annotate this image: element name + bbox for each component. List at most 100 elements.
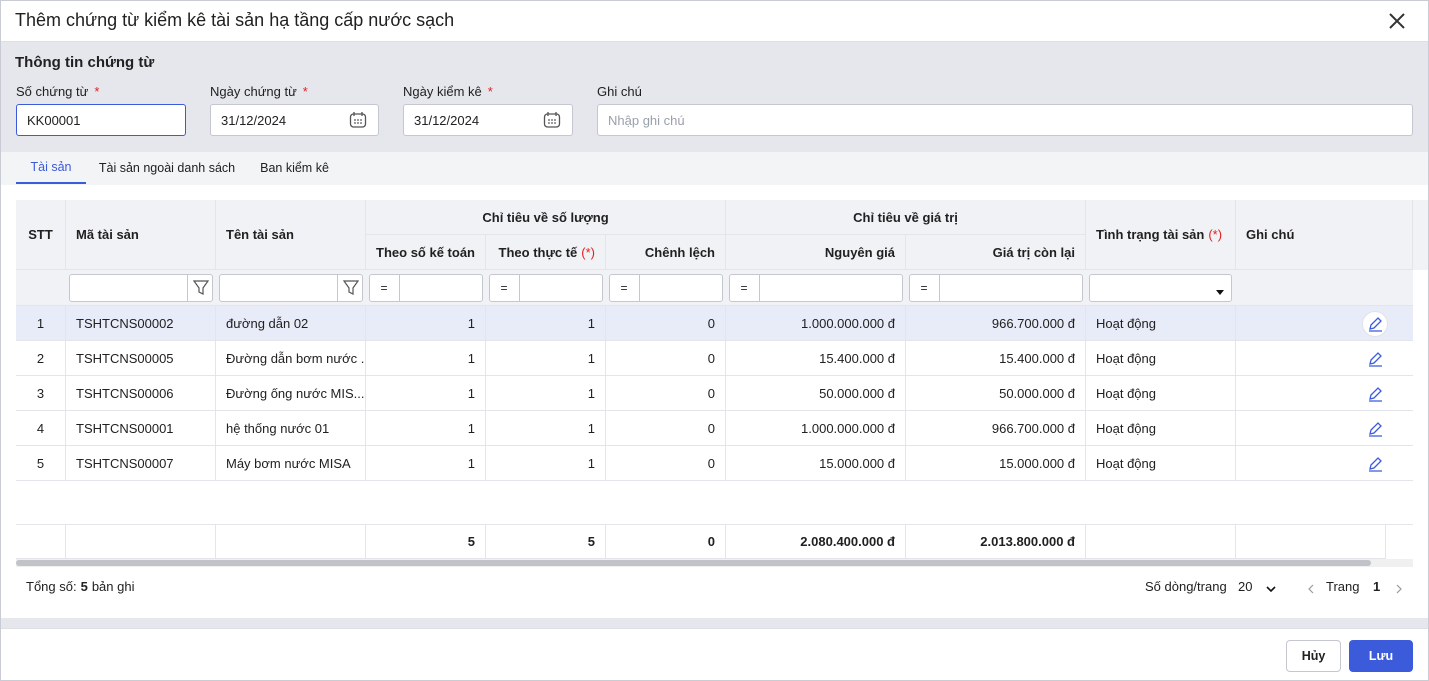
totals-cell [66, 524, 216, 559]
filter-divider [187, 274, 188, 302]
header-text: Theo số kế toán [376, 244, 475, 260]
dialog-title: Thêm chứng từ kiểm kê tài sản hạ tầng cấ… [15, 10, 455, 30]
table-cell: 15.000.000 đ [726, 446, 906, 481]
status-filter[interactable] [1089, 274, 1232, 302]
table-row [16, 411, 1413, 446]
required-marker: * [94, 84, 100, 99]
field-input[interactable]: KK00001 [16, 104, 186, 136]
header-text: Chênh lệch [644, 244, 715, 260]
tab[interactable]: Ban kiểm kê [260, 161, 329, 175]
field-label-text: Số chứng từ [16, 84, 89, 99]
totals-cell [16, 524, 66, 559]
page-number: 1 [1373, 579, 1381, 594]
required-marker: * [487, 84, 493, 99]
filter-divider [337, 274, 338, 302]
filter-input[interactable] [69, 274, 213, 302]
field-value: 31/12/2024 [414, 113, 480, 128]
scrollbar-thumb[interactable] [16, 560, 1371, 566]
field-value: KK00001 [27, 113, 81, 128]
filter-operator[interactable]: = [729, 274, 760, 302]
edit-button[interactable] [1367, 385, 1384, 402]
page-size-chevron-svg [1266, 586, 1276, 593]
required-marker: (*) [1208, 227, 1223, 242]
table-cell: hệ thống nước 01 [216, 411, 366, 446]
table-cell: 1.000.000.000 đ [726, 411, 906, 446]
table-cell: 0 [606, 411, 726, 446]
table-cell: 3 [16, 376, 66, 411]
save-button[interactable]: Lưu [1349, 640, 1413, 672]
table-cell: Hoạt động [1086, 411, 1236, 446]
filter-input[interactable] [369, 274, 483, 302]
next-page[interactable] [1396, 582, 1402, 594]
edit-button[interactable] [1367, 315, 1384, 332]
header-cell: STT [16, 200, 66, 270]
table-cell: TSHTCNS00007 [66, 446, 216, 481]
edit-button[interactable] [1367, 420, 1384, 437]
table-cell: Hoạt động [1086, 446, 1236, 481]
tab[interactable]: Tài sản ngoài danh sách [98, 161, 236, 175]
header-text: Tình trạng tài sản [1096, 227, 1205, 242]
header-cell: Chỉ tiêu về giá trị [726, 200, 1086, 235]
filter-input[interactable] [909, 274, 1083, 302]
filter-input[interactable] [219, 274, 363, 302]
tab[interactable]: Tài sản [16, 152, 86, 184]
prev-page[interactable] [1308, 582, 1314, 594]
dropdown-icon [1216, 284, 1224, 295]
filter-icon[interactable] [342, 280, 360, 296]
edit-button-svg [1369, 387, 1382, 402]
table-cell: Hoạt động [1086, 341, 1236, 376]
edit-button-svg [1369, 457, 1382, 472]
filter-operator[interactable]: = [609, 274, 640, 302]
table-cell: 5 [16, 446, 66, 481]
table-row [16, 376, 1413, 411]
calendar-icon[interactable] [349, 111, 367, 129]
header-text: Theo thực tế [498, 244, 578, 260]
header-text: Ghi chú [1246, 227, 1295, 242]
header-text: Mã tài sản [76, 227, 139, 242]
edit-button-svg [1369, 317, 1382, 332]
header-cell: Chỉ tiêu về số lượng [366, 200, 726, 235]
header-cell: Nguyên giá [726, 235, 906, 270]
field-label: Ngày chứng từ * [210, 84, 308, 99]
totals-row [16, 524, 1413, 559]
close-button[interactable] [1387, 11, 1407, 31]
edit-button-svg [1369, 352, 1382, 367]
page-size-chevron[interactable] [1266, 581, 1276, 593]
calendar-icon-svg [543, 112, 561, 128]
header-cell: Theo số kế toán [366, 235, 486, 270]
edit-button[interactable] [1367, 350, 1384, 367]
page-size[interactable]: 20 [1238, 579, 1253, 594]
dropdown-icon-svg [1216, 290, 1224, 295]
filter-input[interactable] [729, 274, 903, 302]
header-text: Giá trị còn lại [992, 244, 1075, 260]
record-count: Tổng số: 5 bản ghi [26, 579, 134, 594]
cancel-button[interactable]: Hủy [1286, 640, 1341, 672]
filter-operator[interactable]: = [909, 274, 940, 302]
title-bar [1, 1, 1428, 42]
edit-button-bg [1362, 311, 1388, 337]
filter-icon[interactable] [192, 280, 210, 296]
filter-icon-svg [192, 280, 210, 295]
table-cell: TSHTCNS00002 [66, 306, 216, 341]
table-cell: 1 [486, 411, 606, 446]
field-placeholder: Nhập ghi chú [608, 113, 685, 128]
filter-operator[interactable]: = [489, 274, 520, 302]
filter-input[interactable] [609, 274, 723, 302]
total-count: 5 [80, 579, 88, 594]
header-cell: Tên tài sản [216, 200, 366, 270]
required-marker: * [302, 84, 308, 99]
edit-button[interactable] [1367, 455, 1384, 472]
filter-operator[interactable]: = [369, 274, 400, 302]
calendar-icon[interactable] [543, 111, 561, 129]
table-cell: đường dẫn 02 [216, 306, 366, 341]
note-cell [1236, 446, 1413, 481]
filter-input[interactable] [489, 274, 603, 302]
header-text: Nguyên giá [824, 244, 895, 260]
totals-cell: 2.013.800.000 đ [906, 524, 1086, 559]
header-cell: Theo thực tế (*) [486, 235, 606, 270]
field-input[interactable]: Nhập ghi chú [597, 104, 1413, 136]
table-cell: 966.700.000 đ [906, 411, 1086, 446]
table-cell: Đường ống nước MIS... [216, 376, 366, 411]
table-cell: TSHTCNS00006 [66, 376, 216, 411]
